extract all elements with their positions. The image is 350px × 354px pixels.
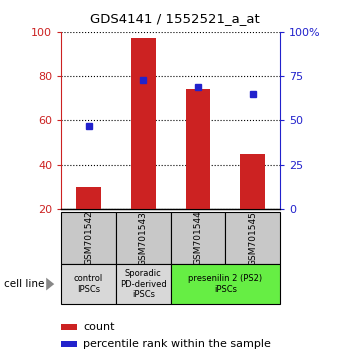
Bar: [186, 89, 210, 209]
Bar: [61, 264, 116, 304]
Bar: [240, 154, 265, 209]
Text: GSM701543: GSM701543: [139, 211, 148, 266]
Text: count: count: [83, 322, 115, 332]
Text: GDS4141 / 1552521_a_at: GDS4141 / 1552521_a_at: [90, 12, 260, 25]
Text: control
IPSCs: control IPSCs: [74, 274, 103, 294]
Bar: [76, 187, 101, 209]
Bar: [171, 212, 225, 264]
Text: Sporadic
PD-derived
iPSCs: Sporadic PD-derived iPSCs: [120, 269, 167, 299]
Bar: [61, 341, 77, 347]
Text: cell line: cell line: [4, 279, 44, 289]
Text: presenilin 2 (PS2)
iPSCs: presenilin 2 (PS2) iPSCs: [188, 274, 262, 294]
Bar: [61, 324, 77, 330]
Bar: [225, 212, 280, 264]
Bar: [61, 212, 116, 264]
Text: GSM701542: GSM701542: [84, 211, 93, 266]
Text: percentile rank within the sample: percentile rank within the sample: [83, 339, 271, 349]
Polygon shape: [46, 278, 54, 290]
Text: GSM701545: GSM701545: [248, 211, 257, 266]
Bar: [116, 212, 171, 264]
Bar: [131, 39, 156, 209]
Text: GSM701544: GSM701544: [194, 211, 202, 266]
Bar: [171, 264, 280, 304]
Bar: [116, 264, 171, 304]
